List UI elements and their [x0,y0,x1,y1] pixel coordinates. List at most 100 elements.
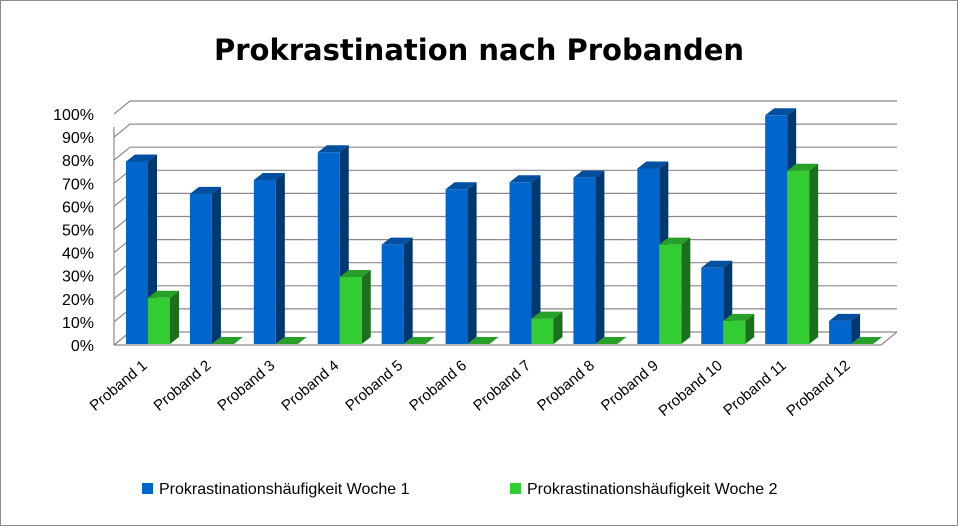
bar [339,270,371,344]
bar-front [659,244,682,344]
legend-label: Prokrastinationshäufigkeit Woche 2 [527,481,778,498]
bar-side [531,175,541,344]
bar-front [339,277,362,344]
bar-top [126,154,157,162]
y-tick-label: 10% [62,315,94,332]
gridline [113,123,897,138]
bar-top [637,161,669,169]
bar [829,313,861,344]
bar-top [787,163,819,171]
bar-side [681,237,691,344]
bar-side [275,172,285,344]
bar-front [126,161,148,344]
y-axis-ticks: 0% 10% 20% 30% 40% 50% 60% 70% 80% 90% 100% [53,107,94,355]
bar-front [701,267,724,344]
y-tick-label: 50% [62,223,94,240]
bar-front [509,182,532,344]
bar-top [509,175,541,183]
bar [723,313,755,344]
y-tick-label: 40% [62,246,94,263]
bar-front [317,152,340,344]
x-tick-label: Proband 10 [655,357,725,420]
y-tick-label: 100% [53,107,94,124]
legend-label: Prokrastinationshäufigkeit Woche 1 [159,481,410,498]
legend-entry: Prokrastinationshäufigkeit Woche 1 [142,481,410,498]
bar-top [701,260,733,268]
x-tick-label: Proband 6 [406,357,470,415]
x-tick-label: Proband 1 [87,357,151,415]
bar-side [403,237,413,344]
y-tick-label: 90% [62,130,94,147]
bar-top [253,172,285,180]
bar-front [765,115,788,344]
legend-swatch [510,483,521,494]
bar-side [745,313,755,344]
bar [787,163,819,344]
bar-top [381,237,413,245]
bar-side [809,163,819,344]
bar-front [531,318,554,344]
bar-top [595,337,627,344]
x-tick-label: Proband 4 [278,357,342,415]
bar-top [765,108,797,116]
bars [126,108,883,344]
bar-top [467,337,499,344]
bar-front [253,179,276,344]
bar-side [467,182,477,344]
x-tick-label: Proband 5 [342,357,406,415]
legend: Prokrastinationshäufigkeit Woche 1 Prokra… [142,481,778,498]
bar-top [189,186,221,194]
bar-top [317,145,349,153]
bar-top [403,337,435,344]
bar-side [553,311,563,344]
x-tick-label: Proband 12 [783,357,853,420]
bar-top [659,237,691,245]
bar-front [445,189,468,344]
bar-front [637,168,660,344]
bar-front [723,320,746,344]
x-tick-label: Proband 9 [598,357,662,415]
floor-side-edge [880,331,898,346]
bar [445,182,477,344]
bar-side [595,170,605,344]
bar [189,186,221,344]
bar [467,337,499,344]
bar [253,172,285,344]
bar-top [148,290,179,298]
gridline [113,100,897,115]
y-tick-label: 70% [62,176,94,193]
legend-entry: Prokrastinationshäufigkeit Woche 2 [510,481,778,498]
legend-swatch [142,483,153,494]
bar-front [787,170,810,344]
bar-top [851,337,883,344]
x-axis-ticks: Proband 1 Proband 2 Proband 3 Proband 4 Prob… [87,357,854,420]
x-tick-label: Proband 7 [470,357,534,415]
bar-side [361,270,371,344]
x-tick-label: Proband 3 [214,357,278,415]
x-tick-label: Proband 11 [720,357,789,419]
bar [659,237,691,344]
bar [211,337,243,344]
bar [573,170,605,344]
bar-top [445,182,477,190]
bar [509,175,541,344]
bar-top [829,313,861,321]
bar [381,237,413,344]
bar [275,337,307,344]
bar-top [573,170,605,178]
y-tick-label: 20% [62,292,94,309]
bar [403,337,435,344]
bar-front [189,193,212,344]
bar-front [381,244,404,344]
bar-top [531,311,563,319]
x-tick-label: Proband 2 [151,357,215,415]
bar-side [170,290,179,344]
bar [531,311,563,344]
bar-front [829,320,852,344]
x-tick-label: Proband 8 [534,357,598,415]
y-tick-label: 80% [62,153,94,170]
bar-side [851,313,861,344]
bar-side [211,186,221,344]
